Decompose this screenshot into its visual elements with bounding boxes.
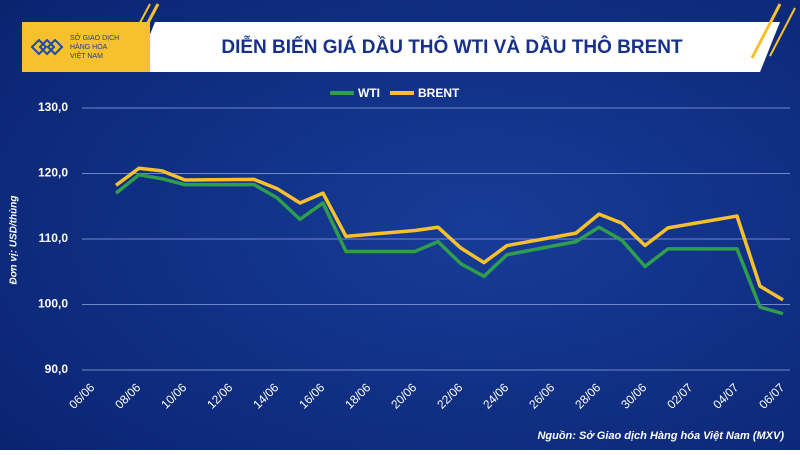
y-tick-label: 110,0: [39, 231, 69, 245]
data-line: [114, 173, 784, 316]
y-tick-label: 100,0: [38, 297, 68, 311]
chart-title: DIỄN BIẾN GIÁ DẦU THÔ WTI VÀ DẦU THÔ BRE…: [221, 36, 683, 58]
title-banner: [135, 22, 780, 72]
logo-text: VIỆT NAM: [70, 51, 103, 60]
source-note: Nguồn: Sở Giao dịch Hàng hóa Việt Nam (M…: [537, 430, 784, 442]
legend-label: WTI: [358, 86, 380, 100]
logo-text: SỞ GIAO DỊCH: [70, 33, 119, 42]
legend-label: BRENT: [418, 86, 460, 100]
logo-icon: [30, 38, 64, 56]
y-tick-label: 130,0: [38, 100, 68, 114]
decor-stripe: [769, 7, 796, 57]
decor-stripe: [126, 3, 160, 61]
decor-stripe: [750, 3, 782, 59]
y-axis-label: Đơn vị: USD/thùng: [9, 196, 20, 285]
y-tick-label: 90,0: [45, 362, 69, 376]
data-line: [114, 166, 784, 302]
logo-box: [22, 22, 150, 72]
logo-text: HÀNG HÓA: [70, 42, 108, 51]
decor-stripe: [119, 3, 151, 61]
y-tick-label: 120,0: [38, 166, 68, 180]
